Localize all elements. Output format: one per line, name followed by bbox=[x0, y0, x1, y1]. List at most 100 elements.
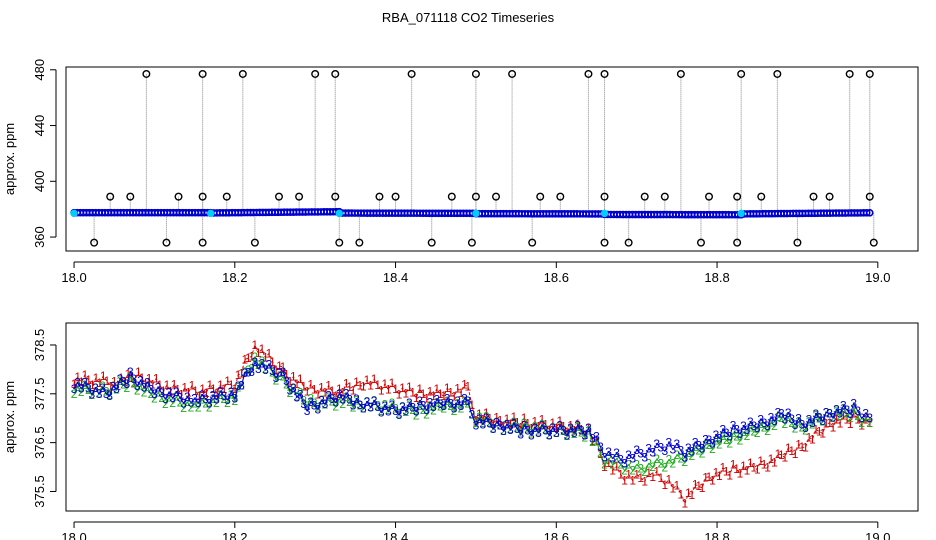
series-marker-2: 2 bbox=[674, 448, 681, 462]
spike-mid-point bbox=[825, 192, 834, 201]
series-marker-2: 2 bbox=[768, 415, 775, 429]
series-marker-1: 1 bbox=[685, 486, 692, 500]
series-marker-1: 1 bbox=[118, 371, 125, 385]
series-marker-1: 1 bbox=[381, 377, 388, 391]
series-marker-2: 2 bbox=[761, 421, 768, 435]
series-marker-3: 3 bbox=[423, 403, 430, 417]
series-marker-1: 1 bbox=[490, 417, 497, 431]
spike-low-point bbox=[162, 238, 171, 247]
series-marker-3: 3 bbox=[389, 398, 396, 412]
x-tick-label: 18.8 bbox=[704, 270, 729, 285]
series-marker-2: 2 bbox=[297, 385, 304, 399]
series-marker-1: 1 bbox=[621, 473, 628, 487]
series-marker-1: 1 bbox=[653, 464, 660, 478]
series-marker-2: 2 bbox=[440, 401, 447, 415]
series-marker-1: 1 bbox=[273, 363, 280, 377]
series-marker-2: 2 bbox=[318, 393, 325, 407]
series-marker-2: 2 bbox=[719, 429, 726, 443]
series-marker-2: 2 bbox=[458, 401, 465, 415]
series-marker-1: 1 bbox=[293, 377, 300, 391]
x-tick-label: 18.2 bbox=[222, 270, 247, 285]
series-marker-1: 1 bbox=[89, 378, 96, 392]
series-marker-1: 1 bbox=[248, 349, 255, 363]
spike-mid-point bbox=[865, 192, 874, 201]
series-marker-3: 3 bbox=[747, 415, 754, 429]
series-marker-3: 3 bbox=[812, 407, 819, 421]
series-marker-1: 1 bbox=[744, 464, 751, 478]
series-marker-3: 3 bbox=[357, 398, 364, 412]
series-marker-3: 3 bbox=[768, 411, 775, 425]
series-marker-2: 2 bbox=[812, 408, 819, 422]
series-marker-1: 1 bbox=[339, 385, 346, 399]
series-marker-3: 3 bbox=[802, 421, 809, 435]
series-marker-1: 1 bbox=[858, 419, 865, 433]
series-marker-2: 2 bbox=[582, 430, 589, 444]
series-marker-1: 1 bbox=[514, 415, 521, 429]
series-marker-1: 1 bbox=[633, 467, 640, 481]
series-marker-3: 3 bbox=[490, 422, 497, 436]
series-marker-2: 2 bbox=[336, 392, 343, 406]
series-marker-3: 3 bbox=[213, 393, 220, 407]
series-marker-2: 2 bbox=[617, 458, 624, 472]
series-marker-1: 1 bbox=[461, 378, 468, 392]
series-marker-2: 2 bbox=[661, 461, 668, 475]
series-marker-2: 2 bbox=[461, 394, 468, 408]
series-marker-3: 3 bbox=[641, 450, 648, 464]
series-marker-1: 1 bbox=[156, 378, 163, 392]
series-marker-1: 1 bbox=[589, 434, 596, 448]
series-marker-3: 3 bbox=[809, 416, 816, 430]
series-marker-2: 2 bbox=[750, 424, 757, 438]
series-marker-1: 1 bbox=[605, 456, 612, 470]
series-marker-3: 3 bbox=[661, 444, 668, 458]
series-marker-3: 3 bbox=[553, 426, 560, 440]
series-marker-2: 2 bbox=[141, 385, 148, 399]
series-marker-3: 3 bbox=[574, 419, 581, 433]
series-marker-1: 1 bbox=[304, 384, 311, 398]
series-marker-2: 2 bbox=[213, 396, 220, 410]
series-marker-3: 3 bbox=[74, 376, 81, 390]
series-marker-3: 3 bbox=[605, 445, 612, 459]
series-marker-1: 1 bbox=[571, 424, 578, 438]
series-marker-3: 3 bbox=[862, 406, 869, 420]
series-marker-3: 3 bbox=[266, 358, 273, 372]
series-marker-3: 3 bbox=[557, 419, 564, 433]
series-marker-2: 2 bbox=[692, 440, 699, 454]
series-marker-3: 3 bbox=[350, 398, 357, 412]
series-marker-3: 3 bbox=[532, 421, 539, 435]
series-marker-2: 2 bbox=[788, 416, 795, 430]
series-marker-2: 2 bbox=[699, 446, 706, 460]
series-marker-3: 3 bbox=[228, 385, 235, 399]
series-marker-3: 3 bbox=[378, 406, 385, 420]
spike-mid-point bbox=[536, 192, 545, 201]
y-axis-label: approx. ppm bbox=[2, 381, 17, 453]
series-marker-1: 1 bbox=[497, 414, 504, 428]
y-tick-label: 376.5 bbox=[32, 426, 47, 459]
series-marker-1: 1 bbox=[96, 376, 103, 390]
spike-low-point bbox=[696, 238, 705, 247]
series-marker-2: 2 bbox=[854, 409, 861, 423]
series-marker-3: 3 bbox=[130, 372, 137, 386]
y-tick-label: 440 bbox=[32, 115, 47, 137]
series-marker-2: 2 bbox=[483, 409, 490, 423]
series-marker-3: 3 bbox=[465, 394, 472, 408]
series-marker-3: 3 bbox=[625, 448, 632, 462]
series-marker-1: 1 bbox=[409, 385, 416, 399]
series-marker-1: 1 bbox=[111, 375, 118, 389]
series-marker-1: 1 bbox=[778, 448, 785, 462]
series-marker-1: 1 bbox=[210, 382, 217, 396]
series-marker-1: 1 bbox=[255, 346, 262, 360]
series-marker-1: 1 bbox=[307, 377, 314, 391]
series-marker-2: 2 bbox=[280, 370, 287, 384]
series-marker-3: 3 bbox=[106, 389, 113, 403]
series-marker-2: 2 bbox=[621, 464, 628, 478]
series-marker-1: 1 bbox=[476, 407, 483, 421]
series-marker-3: 3 bbox=[269, 364, 276, 378]
spike-mid-point bbox=[733, 192, 742, 201]
series-marker-1: 1 bbox=[465, 379, 472, 393]
series-marker-3: 3 bbox=[144, 375, 151, 389]
series-marker-3: 3 bbox=[420, 399, 427, 413]
series-marker-3: 3 bbox=[440, 399, 447, 413]
series-marker-1: 1 bbox=[788, 444, 795, 458]
series-marker-1: 1 bbox=[775, 447, 782, 461]
series-marker-1: 1 bbox=[276, 359, 283, 373]
